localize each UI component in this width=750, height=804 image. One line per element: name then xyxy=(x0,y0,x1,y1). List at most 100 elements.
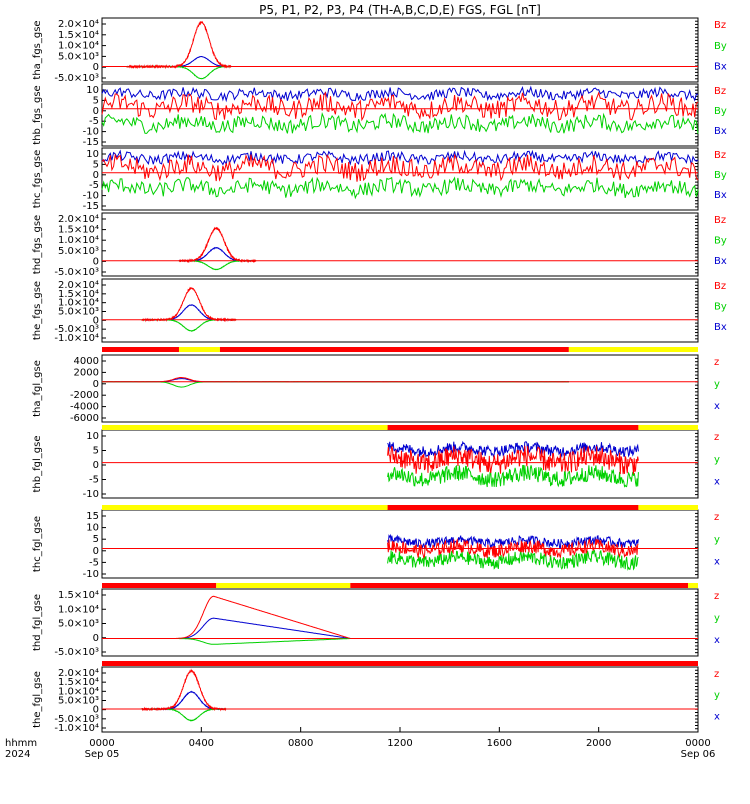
legend-By: By xyxy=(714,235,727,246)
xtick-label: 0000 xyxy=(685,738,710,749)
date-label-end: Sep 06 xyxy=(681,749,716,760)
mode-segment-yellow xyxy=(216,583,351,588)
ytick-label: 5 xyxy=(93,95,99,106)
ylabel-tha_fgl_gse: tha_fgl_gse xyxy=(32,360,43,417)
series-By xyxy=(101,111,699,134)
mode-segment-yellow xyxy=(568,347,698,352)
series-z xyxy=(387,445,639,475)
ytick-label: 2.0×10⁴ xyxy=(58,668,99,679)
ytick-label: -2000 xyxy=(70,390,99,401)
ytick-label: -1.0×10⁴ xyxy=(54,333,99,344)
ytick-label: 5 xyxy=(93,446,99,457)
ytick-label: 1.0×10⁴ xyxy=(58,298,99,309)
legend-z: z xyxy=(714,432,719,443)
panel-frame xyxy=(101,212,699,277)
ytick-label: 5.0×10³ xyxy=(58,51,99,62)
legend-z: z xyxy=(714,669,719,680)
ytick-label: 1.5×10⁴ xyxy=(58,590,99,601)
mode-segment-yellow xyxy=(102,505,388,510)
legend-Bx: Bx xyxy=(714,190,727,201)
legend-Bz: Bz xyxy=(714,86,726,97)
series-x xyxy=(387,440,639,459)
series-Bz xyxy=(141,286,237,323)
mode-segment-yellow xyxy=(178,347,220,352)
legend-x: x xyxy=(714,711,720,722)
ytick-label: -1.0×10⁴ xyxy=(54,723,99,734)
ytick-label: -15 xyxy=(83,201,99,212)
ytick-label: -5.0×10³ xyxy=(54,73,99,84)
ytick-label: 0 xyxy=(93,62,99,73)
panel-the_fgl_gse: 2.0×10⁴1.5×10⁴1.0×10⁴5.0×10³0-5.0×10³-1.… xyxy=(32,666,720,734)
ytick-label: 5 xyxy=(93,159,99,170)
legend-By: By xyxy=(714,170,727,181)
ytick-label: -5 xyxy=(89,116,99,127)
mode-segment-red xyxy=(102,583,217,588)
ytick-label: 0 xyxy=(93,256,99,267)
xtick-label: 1200 xyxy=(387,738,412,749)
ytick-label: 1.5×10⁴ xyxy=(58,289,99,300)
legend-By: By xyxy=(714,41,727,52)
series-Bz xyxy=(101,153,699,182)
ytick-label: 10 xyxy=(86,85,99,96)
legend-z: z xyxy=(714,512,719,523)
mode-bar xyxy=(102,425,698,430)
ytick-label: 10 xyxy=(86,431,99,442)
legend-y: y xyxy=(714,690,720,701)
legend-y: y xyxy=(714,534,720,545)
ylabel-the_fgs_gse: the_fgs_gse xyxy=(32,281,43,340)
ytick-label: -5 xyxy=(89,180,99,191)
ytick-label: 2000 xyxy=(74,367,99,378)
series-y xyxy=(141,638,351,645)
xtick-label: 0400 xyxy=(189,738,214,749)
legend-Bx: Bx xyxy=(714,322,727,333)
series-y xyxy=(387,464,639,488)
ytick-label: -4000 xyxy=(70,402,99,413)
ytick-label: 5.0×10³ xyxy=(58,619,99,630)
series-Bx xyxy=(101,149,699,166)
ytick-label: 0 xyxy=(93,170,99,181)
mode-segment-yellow xyxy=(688,583,698,588)
ytick-label: 1.0×10⁴ xyxy=(58,686,99,697)
ylabel-tha_fgs_gse: tha_fgs_gse xyxy=(32,20,43,79)
series-y xyxy=(102,381,569,388)
series-z xyxy=(141,668,227,712)
mode-segment-yellow xyxy=(102,425,388,430)
panel-thb_fgl_gse: 10 5 0 -5 -10 thb_fgl_gse zy x xyxy=(32,429,720,500)
ytick-label: 0 xyxy=(93,705,99,716)
legend-Bx: Bx xyxy=(714,256,727,267)
ytick-label: 15 xyxy=(86,511,99,522)
legend-z: z xyxy=(714,591,719,602)
ytick-label: -5.0×10³ xyxy=(54,647,99,658)
xtick-label: 2000 xyxy=(586,738,611,749)
ytick-label: -10 xyxy=(83,191,99,202)
series-z xyxy=(102,377,569,383)
mode-segment-yellow xyxy=(638,425,698,430)
ylabel-the_fgl_gse: the_fgl_gse xyxy=(32,671,43,728)
ytick-label: 1.5×10⁴ xyxy=(58,225,99,236)
ytick-label: 2.0×10⁴ xyxy=(58,19,99,30)
ytick-label: 5.0×10³ xyxy=(58,307,99,318)
ytick-label: -6000 xyxy=(70,413,99,424)
xtick-label: 0800 xyxy=(288,738,313,749)
ytick-label: -5 xyxy=(89,557,99,568)
panel-the_fgs_gse: 2.0×10⁴1.5×10⁴1.0×10⁴5.0×10³0-5.0×10³-1.… xyxy=(32,278,727,344)
series-z xyxy=(141,595,351,639)
ytick-label: 1.5×10⁴ xyxy=(58,677,99,688)
ytick-label: 4000 xyxy=(74,356,99,367)
xaxis-row2-label: 2024 xyxy=(5,749,30,760)
mode-segment-red xyxy=(102,347,179,352)
series-By xyxy=(101,176,699,200)
mode-segment-red xyxy=(219,347,569,352)
series-x xyxy=(141,690,227,711)
ytick-label: 1.5×10⁴ xyxy=(58,30,99,41)
ylabel-thc_fgs_gse: thc_fgs_gse xyxy=(32,150,43,209)
series-Bz xyxy=(126,20,232,70)
ytick-label: 10 xyxy=(86,149,99,160)
